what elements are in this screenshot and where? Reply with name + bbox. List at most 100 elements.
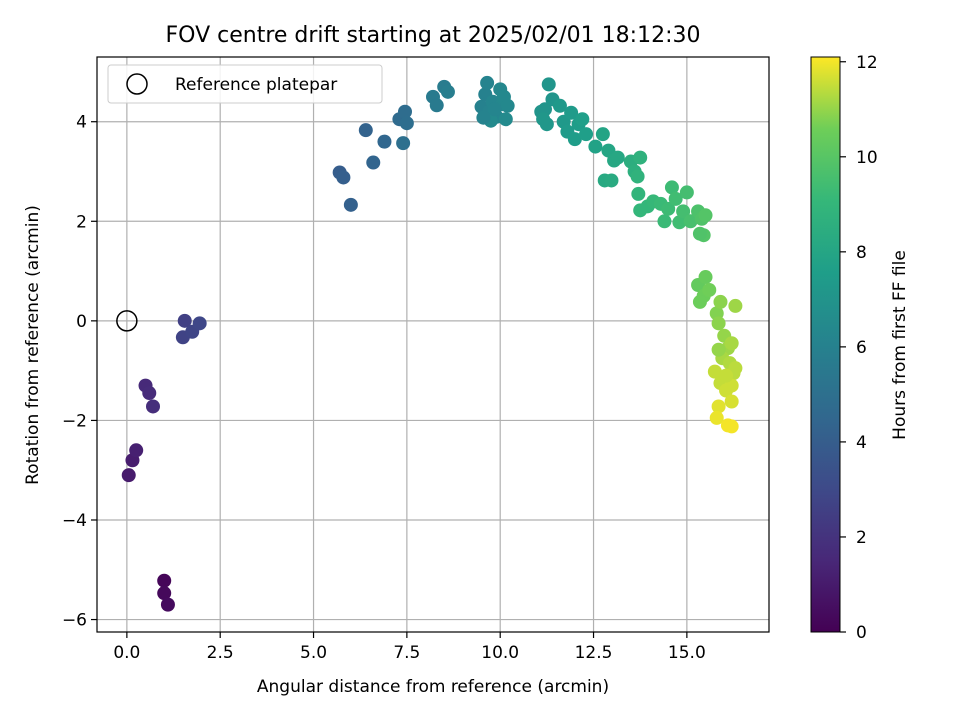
reference-platepar-marker [116,310,138,332]
data-point [692,226,707,241]
data-point [160,597,175,612]
y-tick-label: −2 [62,411,87,431]
data-point [476,110,491,125]
y-tick-label: −6 [62,611,87,631]
colorbar-tick-label: 8 [856,243,867,263]
legend: Reference platepar [107,64,383,104]
data-point [500,98,515,113]
data-point [595,127,610,142]
data-point [579,127,594,142]
data-point [336,170,351,185]
colorbar-gradient [810,56,841,633]
data-point [702,282,717,297]
data-point [142,386,157,401]
data-point [498,112,513,127]
data-point [343,197,358,212]
data-point [728,298,743,313]
data-point [358,123,373,138]
colorbar-tick-label: 12 [856,53,878,73]
data-point [676,204,691,219]
y-axis-ticks: −6 −4 −2 0 2 4 [62,113,97,631]
data-point [575,112,590,127]
data-point [536,112,551,127]
y-axis-label: Rotation from reference (arcmin) [23,205,43,485]
colorbar-tick-label: 0 [856,623,867,643]
x-tick-label: 15.0 [668,643,706,663]
data-point [610,150,625,165]
data-point [630,169,645,184]
x-tick-label: 2.5 [207,643,234,663]
data-point [377,134,392,149]
data-point [713,294,728,309]
colorbar-label: Hours from first FF file [890,250,910,440]
data-point [728,361,743,376]
x-tick-label: 5.0 [300,643,327,663]
data-point [121,468,136,483]
colorbar-ticks: 0 2 4 6 8 10 12 [840,53,878,643]
data-point [157,573,172,588]
x-tick-label: 12.5 [575,643,613,663]
data-point [440,84,455,99]
data-point [398,104,412,119]
data-point [668,191,683,206]
data-point [692,294,707,309]
data-point [480,75,495,90]
data-point [724,394,739,409]
data-point [366,155,381,170]
data-point [541,77,556,92]
data-point [664,180,679,195]
y-tick-label: 4 [76,113,87,133]
data-point [672,215,687,230]
data-point [633,150,648,165]
data-point [604,173,619,188]
data-point [177,313,192,328]
chart-title: FOV centre drift starting at 2025/02/01 … [166,23,701,48]
x-tick-label: 0.0 [113,643,140,663]
data-point [157,586,172,601]
data-point [552,98,567,113]
legend-reference-marker-icon [126,73,148,95]
legend-entry-label: Reference platepar [175,75,337,95]
data-point [631,186,646,201]
scatter-points [116,75,743,612]
data-point [146,399,160,414]
colorbar-tick-label: 4 [856,433,867,453]
data-point [564,105,579,120]
data-point [429,98,444,113]
data-point [567,132,582,147]
data-point [129,443,144,458]
data-point [588,139,603,154]
data-point [487,102,502,117]
data-point [711,316,726,331]
data-point [724,419,739,434]
plot-frame [96,56,770,633]
colorbar-tick-label: 10 [856,148,878,168]
data-point [724,336,739,351]
colorbar-tick-label: 6 [856,338,867,358]
data-point [711,342,726,357]
data-point [709,410,724,425]
data-point [657,214,672,229]
y-tick-label: 2 [76,212,87,232]
data-point [396,136,411,151]
colorbar: 0 2 4 6 8 10 12 Hours from first FF file [810,53,910,643]
data-point [192,316,207,331]
colorbar-tick-label: 2 [856,528,867,548]
data-point [661,201,676,216]
grid-lines [97,57,769,632]
data-point [683,214,698,229]
data-point [707,364,722,379]
data-point [698,270,713,285]
x-axis-ticks: 0.0 2.5 5.0 7.5 10.0 12.5 15.0 [113,632,706,663]
data-point [711,399,726,414]
x-axis-label: Angular distance from reference (arcmin) [257,677,609,697]
legend-box [107,64,383,104]
y-tick-label: 0 [76,312,87,332]
data-point [719,368,734,383]
data-point [698,208,713,223]
data-point [399,116,414,131]
y-tick-label: −4 [62,511,87,531]
data-point [679,185,694,200]
x-tick-label: 10.0 [481,643,519,663]
